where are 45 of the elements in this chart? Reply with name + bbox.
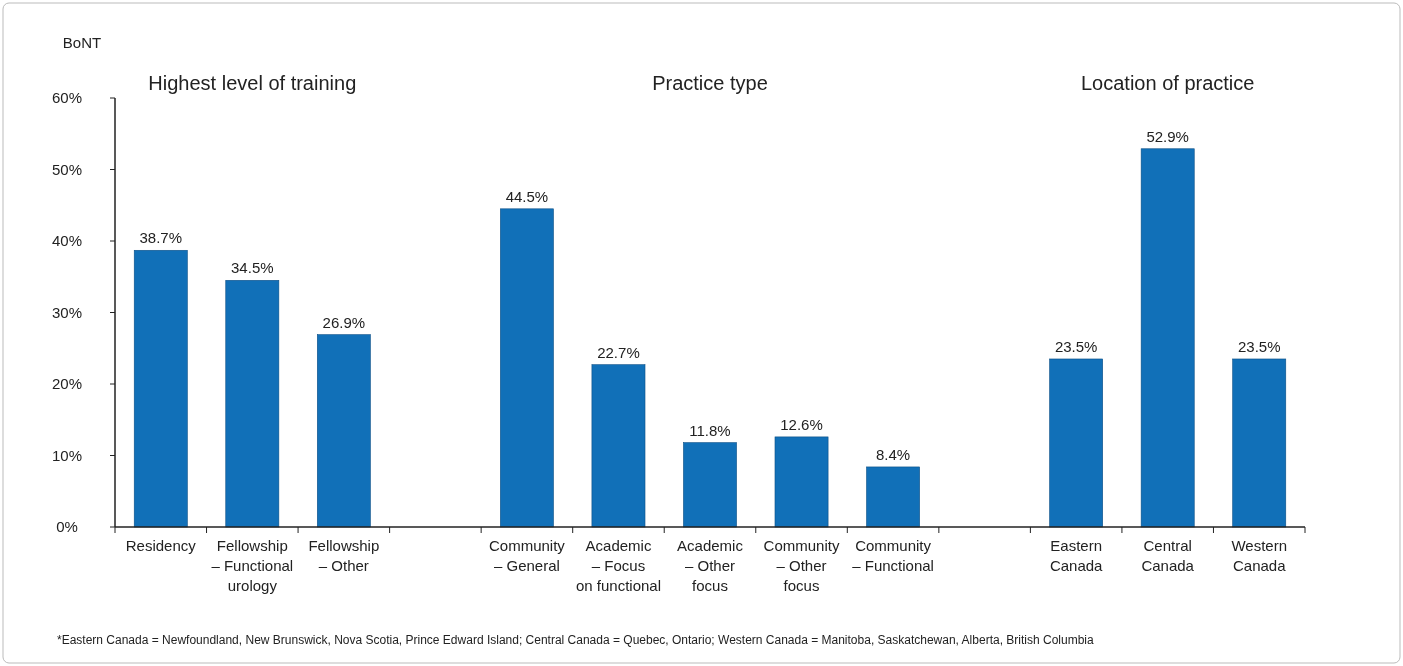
bar bbox=[317, 334, 371, 528]
y-tick-label: 30% bbox=[51, 303, 83, 321]
x-tick-label: Academic – Focus on functional bbox=[575, 537, 661, 594]
x-tick-label: Fellowship – Functional urology bbox=[211, 537, 294, 594]
text: Practice type bbox=[652, 72, 768, 94]
x-tick-label: Western Canada bbox=[1231, 537, 1288, 574]
text: Location of practice bbox=[1080, 72, 1255, 94]
y-tick-label: 0% bbox=[56, 518, 78, 536]
y-tick-label: 20% bbox=[51, 375, 83, 393]
y-axis-title: BoNT bbox=[62, 34, 102, 51]
bar bbox=[225, 280, 280, 528]
data-label: 52.9% bbox=[1146, 127, 1189, 145]
data-label: 8.4% bbox=[875, 445, 911, 463]
bar bbox=[133, 250, 188, 528]
data-label: 12.6% bbox=[780, 415, 823, 433]
data-label: 38.7% bbox=[139, 229, 183, 247]
bar bbox=[866, 466, 920, 528]
bar bbox=[683, 442, 737, 528]
x-tick-label: Fellowship – Other bbox=[308, 537, 380, 574]
x-tick-label: Academic – Other focus bbox=[677, 537, 744, 594]
x-tick-label: Community – Functional bbox=[852, 537, 934, 574]
data-label: 34.5% bbox=[231, 259, 274, 277]
data-label: 22.7% bbox=[597, 343, 640, 361]
x-tick-label: Residency bbox=[125, 537, 197, 554]
x-tick-label: Central Canada bbox=[1141, 537, 1195, 574]
text: *Eastern Canada = Newfoundland, New Brunswick, Nova Scotia, Prince Edward Island; Central Canada = Quebec, Ontario; Western Canada = Manitoba, Saskatchewan, Alberta, British Columbia bbox=[57, 633, 1094, 647]
text: Highest level of training bbox=[148, 72, 357, 94]
y-tick-label: 50% bbox=[51, 160, 83, 178]
y-tick-label: 60% bbox=[51, 89, 83, 107]
bar bbox=[1140, 148, 1195, 528]
x-tick-label: Community – Other focus bbox=[763, 537, 840, 594]
y-tick-label: 40% bbox=[51, 232, 83, 250]
data-label: 26.9% bbox=[322, 313, 366, 331]
bar bbox=[591, 364, 646, 528]
bar bbox=[774, 436, 829, 528]
y-tick-label: 10% bbox=[51, 446, 83, 464]
x-tick-label: Eastern Canada bbox=[1049, 537, 1104, 574]
bar bbox=[1049, 358, 1103, 528]
data-label: 11.8% bbox=[689, 421, 731, 439]
data-label: 23.5% bbox=[1054, 337, 1098, 355]
bar bbox=[500, 208, 554, 528]
data-label: 44.5% bbox=[505, 187, 549, 205]
data-label: 23.5% bbox=[1237, 337, 1281, 355]
bar bbox=[1232, 358, 1287, 528]
x-tick-label: Community – General bbox=[488, 537, 566, 574]
